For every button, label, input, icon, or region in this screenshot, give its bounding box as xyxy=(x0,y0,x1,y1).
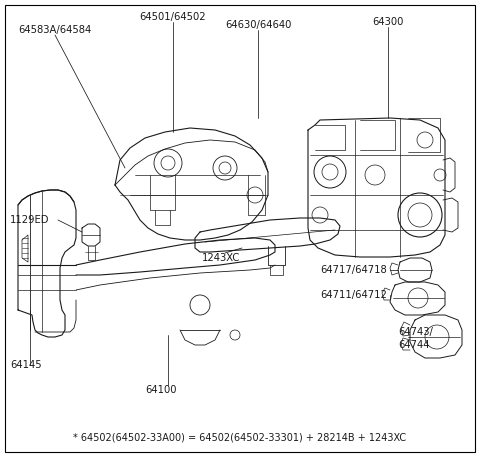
Text: 64100: 64100 xyxy=(145,385,177,395)
Text: 64583A/64584: 64583A/64584 xyxy=(18,25,92,35)
Text: 64630/64640: 64630/64640 xyxy=(225,20,291,30)
Text: 64501/64502: 64501/64502 xyxy=(140,12,206,22)
Text: 1243XC: 1243XC xyxy=(202,253,240,263)
Text: 64717/64718: 64717/64718 xyxy=(320,265,387,275)
Text: * 64502(64502-33A00) = 64502(64502-33301) + 28214B + 1243XC: * 64502(64502-33A00) = 64502(64502-33301… xyxy=(73,432,407,442)
Text: 64300: 64300 xyxy=(372,17,404,27)
Text: 1129ED: 1129ED xyxy=(10,215,49,225)
Text: 64743/: 64743/ xyxy=(398,327,433,337)
Text: 64145: 64145 xyxy=(10,360,42,370)
Text: 64744: 64744 xyxy=(398,340,430,350)
Text: 64711/64712: 64711/64712 xyxy=(320,290,387,300)
